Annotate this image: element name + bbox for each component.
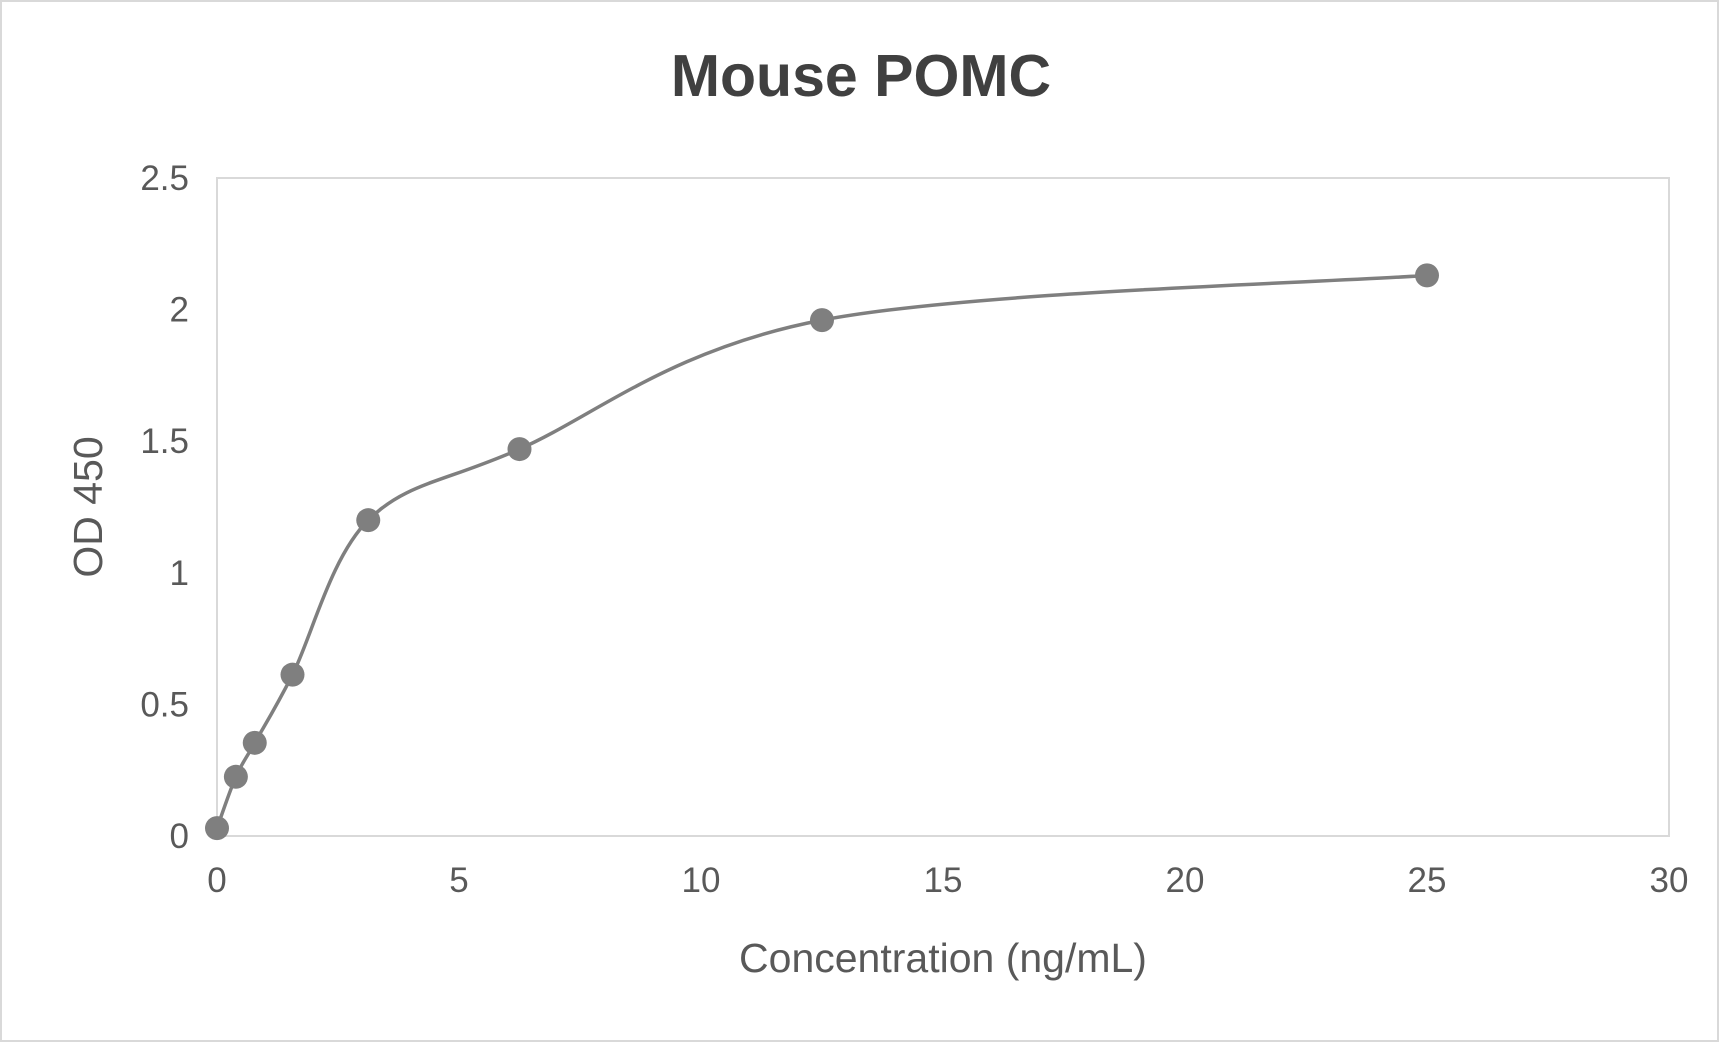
x-tick-label: 10 xyxy=(682,861,721,900)
data-point xyxy=(507,437,532,462)
y-tick-label: 0 xyxy=(170,817,189,856)
y-tick-label: 0.5 xyxy=(140,685,189,724)
data-point xyxy=(810,308,834,333)
y-tick-label: 2 xyxy=(170,291,189,330)
y-tick-label: 2.5 xyxy=(140,159,189,198)
data-point xyxy=(205,816,229,841)
x-tick-label: 15 xyxy=(924,861,963,900)
y-tick-label: 1 xyxy=(170,554,189,593)
y-axis-ticks: 0 0.5 1 1.5 2 2.5 xyxy=(140,159,189,856)
x-axis-ticks: 0 5 10 15 20 25 30 xyxy=(207,861,1688,900)
x-tick-label: 0 xyxy=(207,861,226,900)
x-tick-label: 25 xyxy=(1408,861,1447,900)
data-point xyxy=(223,764,248,789)
x-tick-label: 5 xyxy=(449,861,468,900)
data-point xyxy=(356,508,381,533)
x-axis-label: Concentration (ng/mL) xyxy=(739,935,1147,981)
data-point xyxy=(1415,263,1439,288)
series-markers xyxy=(205,263,1439,841)
data-point xyxy=(242,730,267,755)
y-axis-label: OD 450 xyxy=(65,436,111,577)
chart-title: Mouse POMC xyxy=(671,43,1051,109)
plot-area xyxy=(216,177,1670,837)
y-tick-label: 1.5 xyxy=(140,422,189,461)
series-line xyxy=(215,273,1428,829)
x-tick-label: 30 xyxy=(1650,861,1689,900)
x-tick-label: 20 xyxy=(1166,861,1205,900)
data-point xyxy=(280,662,305,687)
